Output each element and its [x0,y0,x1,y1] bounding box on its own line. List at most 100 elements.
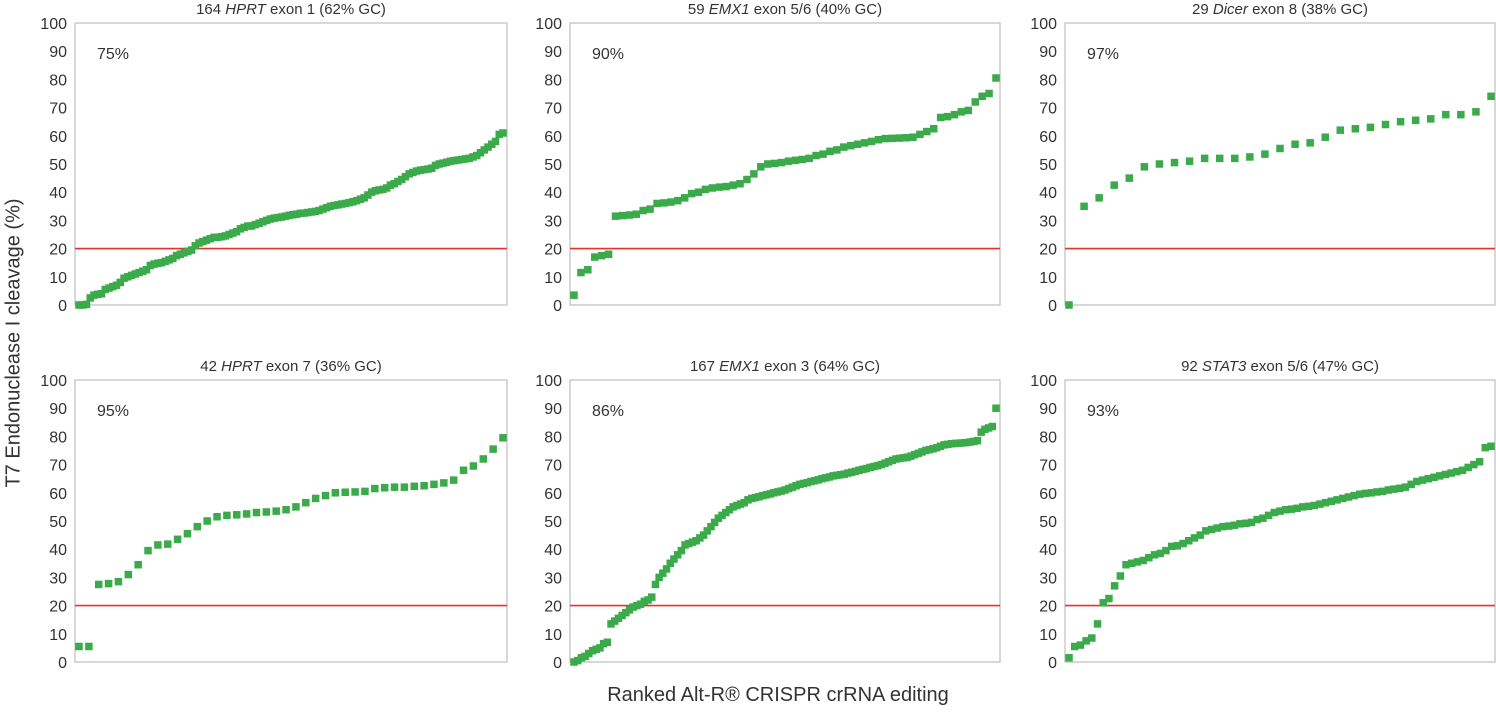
data-point [183,529,192,538]
data-point [729,181,737,189]
data-point [360,194,368,202]
data-point [449,476,458,484]
y-tick-label: 60 [1039,486,1057,503]
y-tick-label: 100 [1030,16,1057,33]
data-point [1361,489,1370,498]
gene-name: HPRT [225,1,267,18]
data-point [259,218,267,226]
y-tick-label: 50 [1039,514,1057,531]
data-point [1453,467,1461,476]
y-tick-label: 70 [1039,101,1057,118]
data-point [1185,536,1193,545]
data-point [326,202,335,211]
y-tick-label: 60 [1039,129,1057,146]
data-point [1333,496,1341,504]
data-point [1413,477,1421,486]
data-point [394,177,402,186]
data-point [1173,542,1182,550]
data-point [180,249,188,257]
data-point [1156,549,1164,558]
data-point [461,155,470,163]
data-point [1261,150,1269,158]
data-point [480,146,488,154]
data-point [1065,654,1073,662]
data-point [450,156,458,165]
data-point [1487,92,1495,101]
data-point [154,259,162,268]
data-point [1133,558,1142,566]
data-point [390,483,399,491]
gene-name: EMX1 [709,1,750,18]
data-point [591,253,599,261]
data-point [1281,505,1290,514]
data-point [1122,560,1130,569]
percent-annotation: 97% [1087,46,1119,63]
data-point [694,188,703,196]
data-point [1378,487,1387,496]
data-point [1316,500,1324,508]
plot-frame [74,22,508,306]
data-point [266,215,275,223]
data-point [489,445,497,453]
data-point [484,143,492,151]
data-point [282,505,290,514]
data-point [1299,503,1307,511]
title-text: exon 1 (62% GC) [266,1,386,18]
data-point [495,130,503,139]
data-point [202,236,211,244]
y-tick-label: 20 [49,599,67,616]
data-point [673,551,682,559]
data-point [109,282,117,291]
data-point [390,179,398,188]
data-point [213,513,221,521]
data-point [1093,620,1102,628]
data-point [777,158,786,167]
data-point [639,206,647,215]
data-point [611,212,620,220]
panel-title: 164 HPRT exon 1 (62% GC) [196,1,386,18]
y-tick-label: 60 [544,129,562,146]
data-point [1407,480,1415,489]
data-point [604,250,613,258]
data-point [165,256,173,264]
y-tick-label: 80 [1039,72,1057,89]
data-point [469,462,478,470]
y-tick-label: 10 [544,270,562,287]
data-point [199,237,207,246]
gene-name: Dicer [1213,1,1249,18]
y-tick-label: 30 [544,570,562,587]
data-point [1167,542,1176,551]
y-tick-label: 10 [1039,627,1057,644]
data-point [479,455,488,463]
data-point [281,212,290,220]
data-point [888,134,896,143]
panel-title: 59 EMX1 exon 5/6 (40% GC) [688,1,882,18]
data-point [1481,443,1490,452]
data-point [195,239,203,247]
data-point [971,98,979,106]
panel-4: 0 10 20 30 40 50 60 70 80 90 100 42 HPRT exon 7 (36… [40,358,508,672]
y-tick-label: 0 [1048,298,1057,315]
y-tick-label: 80 [49,429,67,446]
data-point [304,208,312,217]
y-tick-label: 80 [544,429,562,446]
data-point [943,112,952,121]
data-point [1287,505,1296,513]
gene-name: STAT3 [1202,358,1247,375]
y-tick-label: 0 [553,655,562,672]
data-point [104,579,113,588]
data-point [1127,559,1136,568]
data-point [442,158,451,167]
data-point [233,511,241,519]
data-point [1088,634,1096,642]
data-point [270,214,278,222]
data-point [405,170,413,178]
title-text: 167 [690,358,719,375]
percent-annotation: 75% [97,46,129,63]
data-point [923,127,931,136]
data-point [1381,120,1390,129]
data-point [380,483,389,492]
data-point [457,155,466,164]
data-point [491,137,500,146]
data-point [75,642,83,651]
